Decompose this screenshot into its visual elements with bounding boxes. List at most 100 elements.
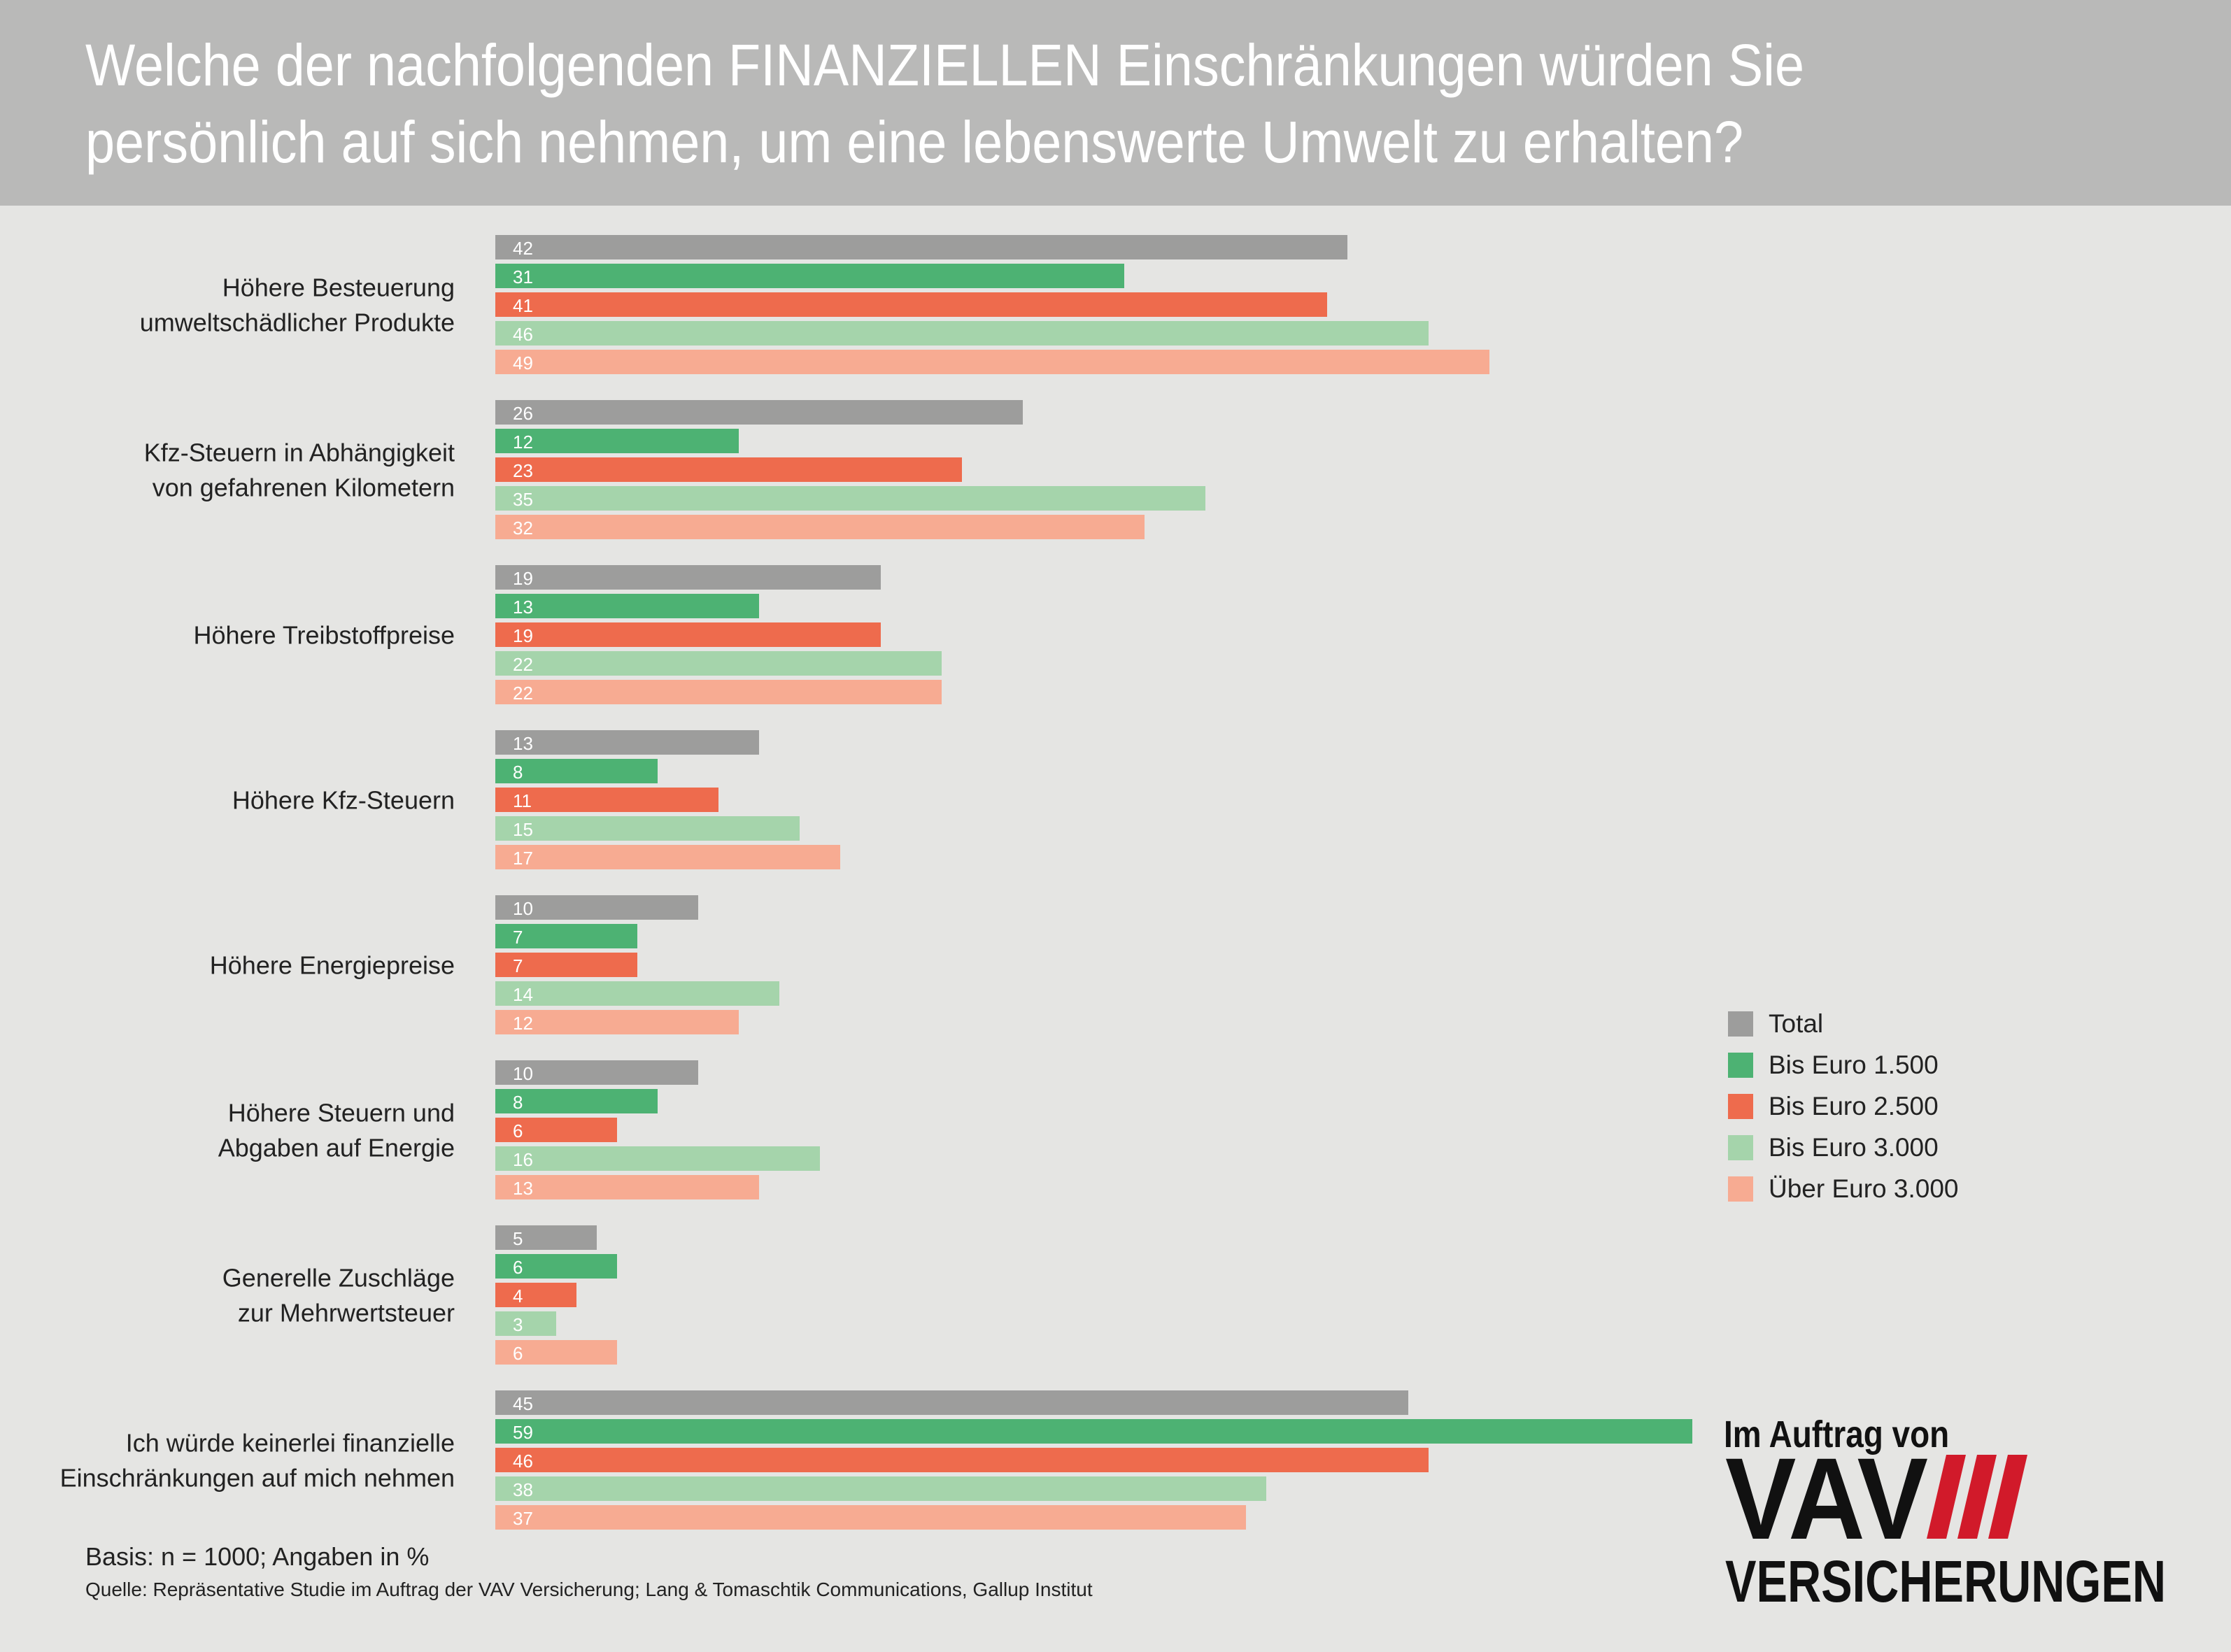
bar-value-label: 26 [513,403,533,424]
bar [495,1311,556,1336]
bar-value-label: 8 [513,1092,523,1113]
header-bar: Welche der nachfolgenden FINANZIELLEN Ei… [0,0,2231,206]
bar [495,816,800,841]
bar-value-label: 31 [513,266,533,287]
bar-value-label: 23 [513,460,533,481]
bar [495,1505,1246,1530]
bar-chart: Höhere Besteuerung umweltschädlicher Prod… [60,235,1692,1530]
bar [495,235,1347,259]
bar [495,1476,1266,1501]
chart-legend: Total Bis Euro 1.500 Bis Euro 2.500 Bis Eur… [1728,1003,1959,1209]
bar [495,1089,658,1113]
bar [495,321,1429,346]
footnote-basis: Basis: n = 1000; Angaben in % [85,1542,430,1571]
bar-value-label: 10 [513,898,533,919]
bar-value-label: 4 [513,1286,523,1306]
bar [495,680,942,704]
legend-item: Bis Euro 1.500 [1728,1044,1959,1085]
bar [495,651,942,676]
legend-label: Bis Euro 1.500 [1769,1050,1939,1079]
category-label: Höhere Kfz-Steuern [232,786,455,815]
bar-value-label: 37 [513,1508,533,1529]
legend-label: Bis Euro 3.000 [1769,1132,1939,1162]
bar [495,730,759,755]
bar [495,429,739,453]
bar [495,788,718,812]
chart-title: Welche der nachfolgenden FINANZIELLEN Ei… [85,32,1804,175]
bar [495,1175,759,1199]
bar-value-label: 22 [513,654,533,675]
bar [495,1254,617,1279]
bar-value-label: 17 [513,848,533,869]
category-label: Höhere Energiepreise [210,951,455,980]
legend-swatch [1728,1093,1753,1119]
bar-value-label: 15 [513,819,533,840]
bar-value-label: 14 [513,984,533,1005]
logo-stripe-1 [1927,1455,1966,1539]
bar-value-label: 59 [513,1422,533,1443]
bar [495,1118,617,1142]
category-label: Höhere Treibstoffpreise [193,621,455,650]
bar [495,400,1023,425]
legend-swatch [1728,1134,1753,1160]
category-label: Kfz-Steuern in Abhängigkeit von gefahrene… [144,439,455,502]
logo-stripe-3 [1988,1455,2027,1539]
vav-logo: VAV VERSICHERUNGEN [1725,1453,2166,1614]
bar-value-label: 49 [513,353,533,373]
legend-item: Total [1728,1003,1959,1044]
category-label: Generelle Zuschläge zur Mehrwertsteuer [222,1264,455,1327]
bar-value-label: 41 [513,295,533,316]
legend-label: Über Euro 3.000 [1769,1174,1959,1203]
bar-value-label: 5 [513,1228,523,1249]
bar [495,1146,820,1171]
bar [495,350,1489,374]
bar [495,457,962,482]
bar-value-label: 11 [513,790,532,811]
brand-block: Im Auftrag von VAV VERSICHERUNGEN [1724,1404,2200,1614]
bar-value-label: 42 [513,238,533,259]
bar-value-label: 6 [513,1343,523,1364]
bar [495,1419,1692,1444]
bar [495,1448,1429,1472]
bar [495,895,698,920]
bar-value-label: 32 [513,518,533,539]
bar-value-label: 22 [513,683,533,704]
bar [495,594,759,618]
bar [495,1340,617,1365]
legend-label: Bis Euro 2.500 [1769,1091,1939,1120]
legend-item: Bis Euro 3.000 [1728,1127,1959,1168]
bar-value-label: 6 [513,1257,523,1278]
bar [495,981,779,1006]
legend-swatch [1728,1011,1753,1037]
bar-value-label: 8 [513,762,523,783]
bar [495,1283,576,1307]
bar [495,515,1145,539]
category-label: Höhere Besteuerung umweltschädlicher Prod… [140,273,455,337]
bar-value-label: 6 [513,1120,523,1141]
bar [495,264,1124,288]
bar-value-label: 16 [513,1149,533,1170]
bar [495,1060,698,1085]
logo-word: VAV [1725,1453,1928,1564]
bar-value-label: 19 [513,625,533,646]
bar-value-label: 12 [513,432,533,453]
bar [495,292,1327,317]
bar [495,1225,597,1250]
bar [495,924,637,948]
bar-value-label: 19 [513,568,533,589]
bar-value-label: 7 [513,927,523,948]
bar-value-label: 46 [513,1451,533,1472]
bar-value-label: 13 [513,597,533,618]
bar [495,759,658,783]
logo-subword: VERSICHERUNGEN [1725,1548,2166,1614]
bar-value-label: 38 [513,1479,533,1500]
bar-value-label: 13 [513,733,533,754]
category-label: Höhere Steuern und Abgaben auf Energie [218,1099,455,1162]
legend-swatch [1728,1052,1753,1078]
bar [495,565,881,590]
bar-value-label: 46 [513,324,533,345]
legend-item: Bis Euro 2.500 [1728,1085,1959,1127]
bar [495,486,1205,511]
bar [495,622,881,647]
bar [495,1010,739,1034]
